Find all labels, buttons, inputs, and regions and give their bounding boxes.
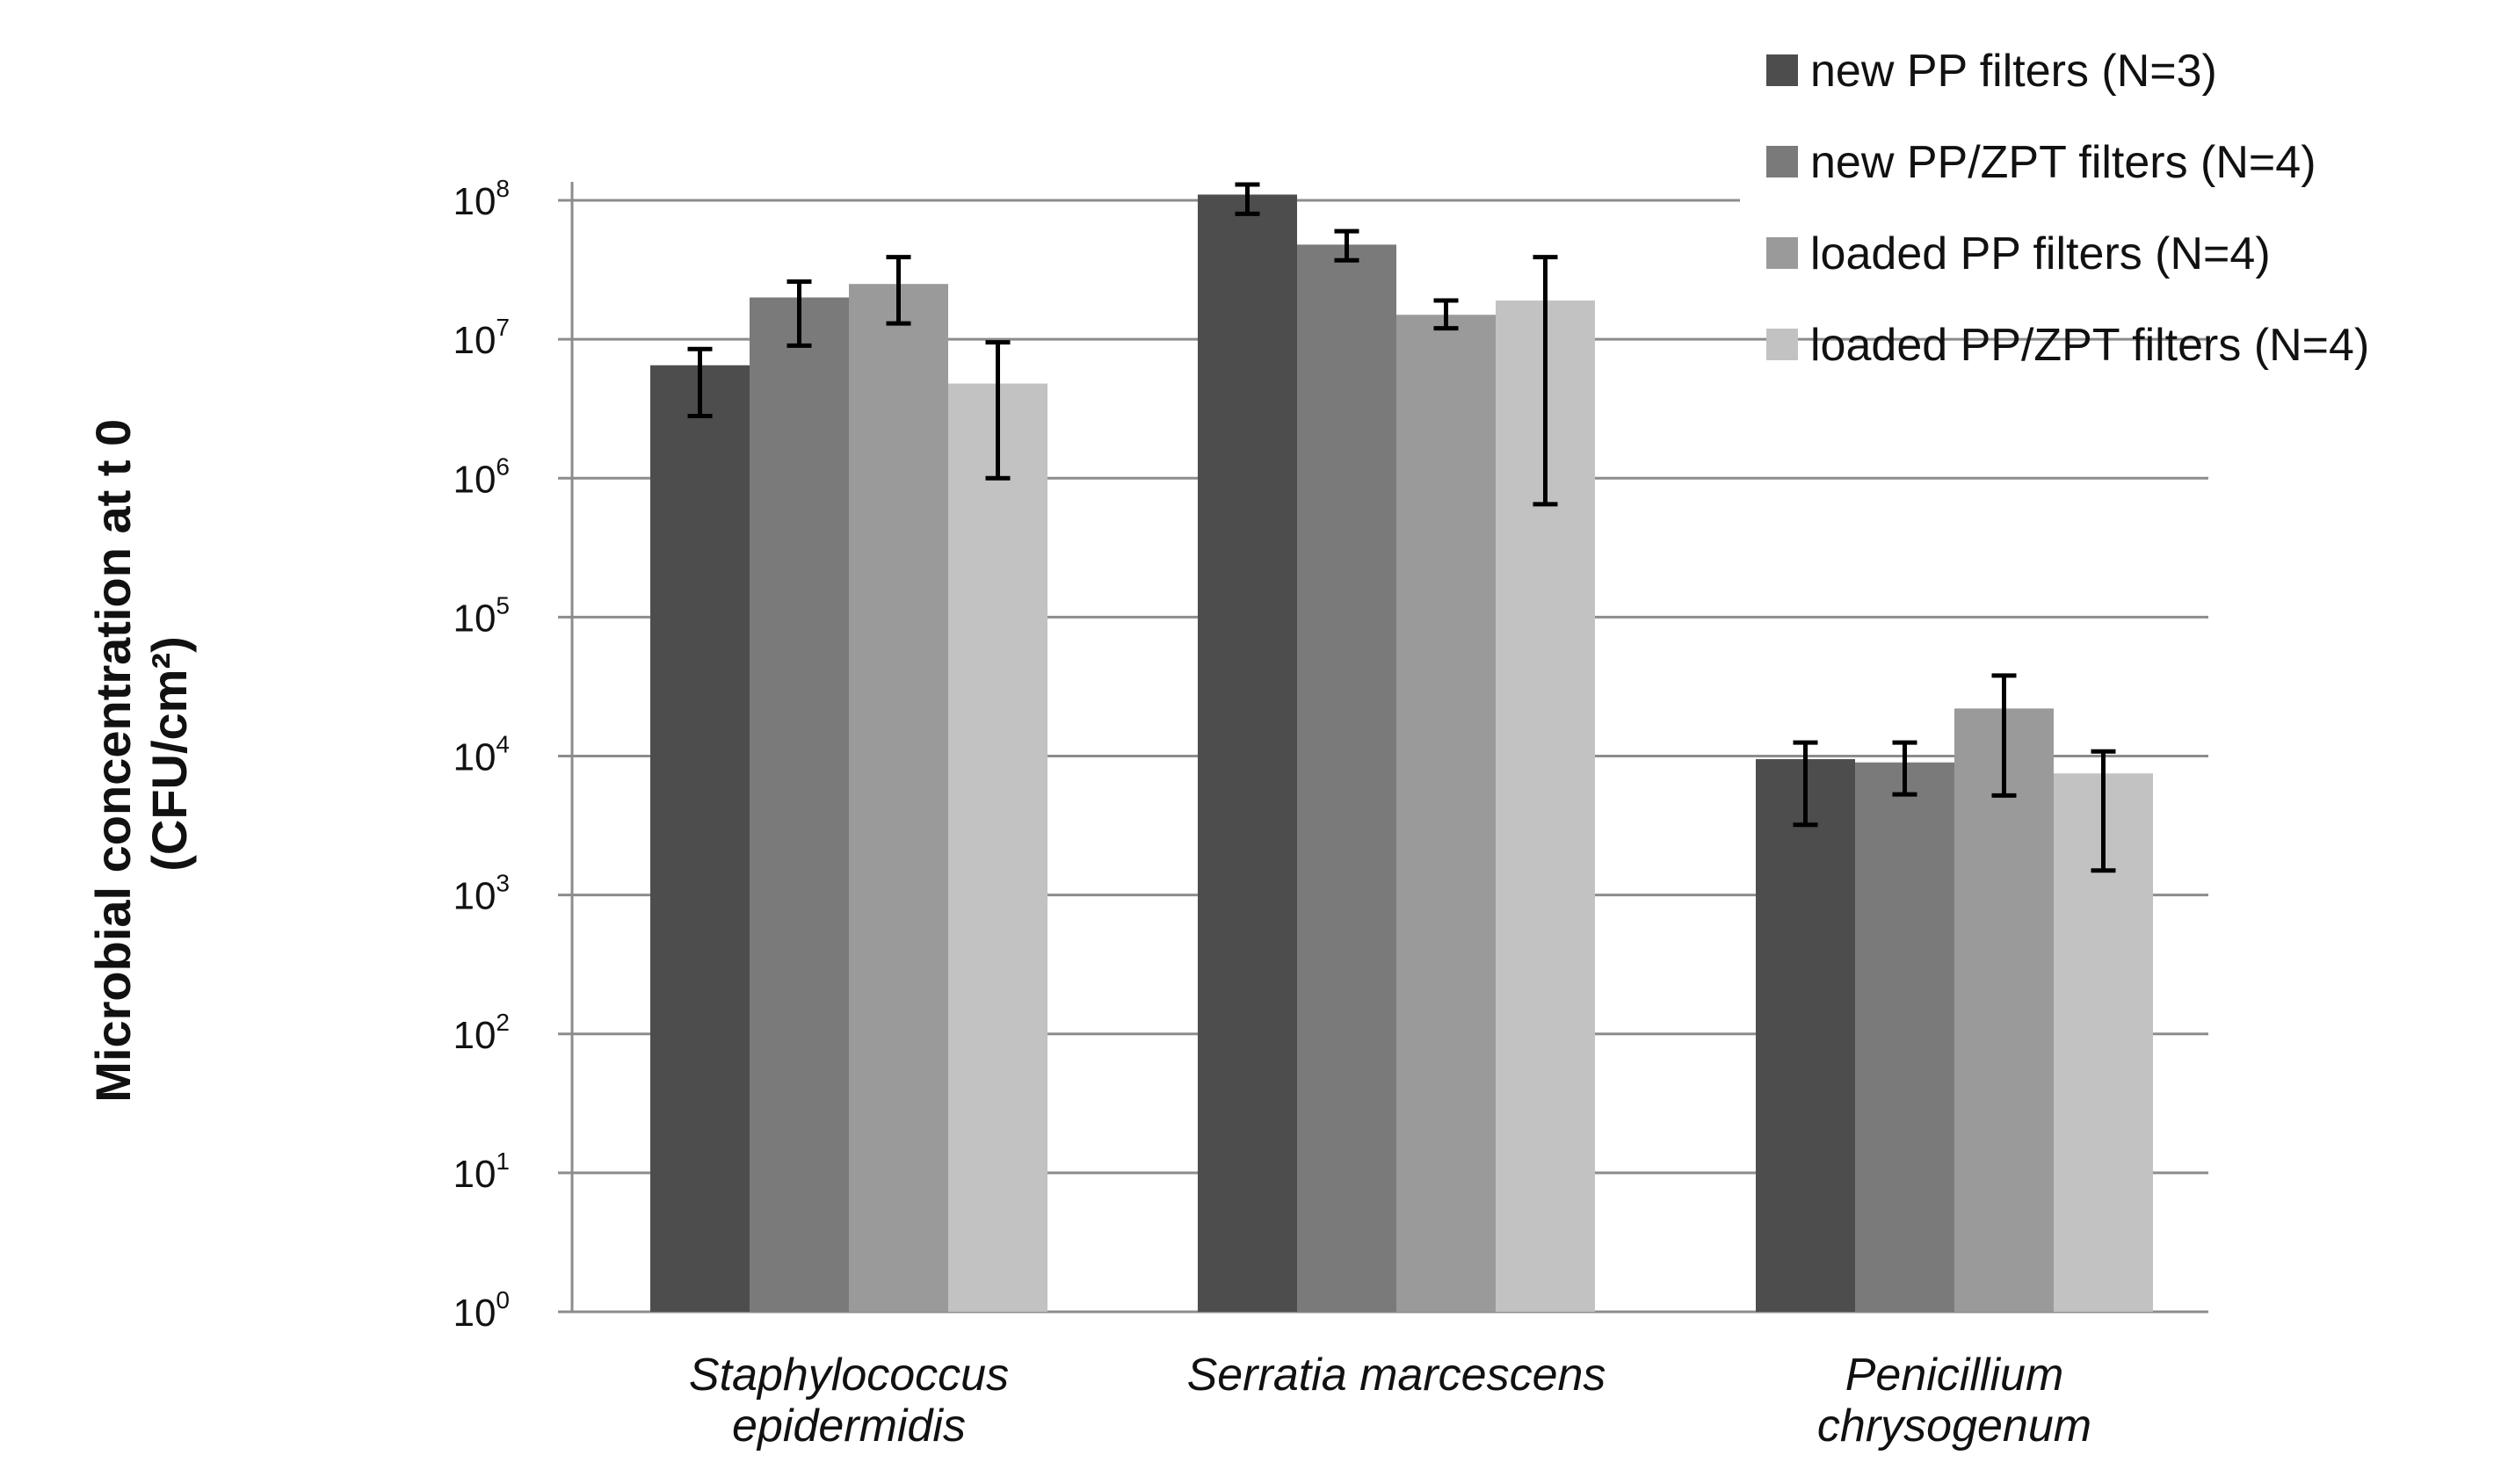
error-bar [1793, 740, 1818, 828]
legend: new PP filters (N=3) new PP/ZPT filters (… [1766, 46, 2369, 371]
error-bar [1892, 740, 1917, 797]
bar [1297, 244, 1396, 1313]
legend-label: loaded PP filters (N=4) [1810, 228, 2271, 279]
bar [750, 297, 849, 1312]
legend-item: loaded PP/ZPT filters (N=4) [1766, 320, 2369, 371]
y-axis-ticks: 108 107 106 105 104 103 102 101 100 [453, 175, 572, 1335]
error-bar [1235, 182, 1260, 216]
x-tick-label: Staphylococcus epidermidis [689, 1350, 1009, 1451]
legend-swatch [1766, 237, 1798, 269]
y-axis-label: Microbial concentration at t 0 (CFU/cm²) [85, 405, 197, 1102]
y-tick-label: 101 [453, 1147, 510, 1196]
legend-swatch [1766, 329, 1798, 360]
bar [650, 365, 750, 1313]
error-bar [786, 279, 812, 348]
bar [1855, 762, 1954, 1312]
error-bar [985, 340, 1011, 481]
bar [1756, 759, 1855, 1312]
y-tick-label: 106 [453, 452, 510, 501]
legend-item: new PP filters (N=3) [1766, 46, 2217, 97]
error-bar [1334, 228, 1359, 263]
error-bar [1533, 255, 1558, 507]
legend-swatch [1766, 54, 1798, 86]
legend-swatch [1766, 146, 1798, 177]
y-tick-label: 105 [453, 591, 510, 640]
y-tick-label: 107 [453, 314, 510, 362]
y-tick-label: 102 [453, 1009, 510, 1057]
error-bar [687, 346, 713, 419]
y-tick-label: 104 [453, 731, 510, 779]
error-bar [1433, 298, 1459, 331]
bar [1396, 315, 1496, 1313]
bar [1198, 194, 1297, 1312]
bar [1954, 708, 2054, 1312]
bar [948, 383, 1047, 1313]
y-tick-label: 103 [453, 870, 510, 918]
x-tick-label: Penicillium chrysogenum [1817, 1350, 2091, 1451]
bar [849, 284, 948, 1313]
error-bar [1991, 673, 2017, 798]
error-bars [687, 182, 2116, 873]
bars [650, 194, 2153, 1313]
legend-label: new PP filters (N=3) [1810, 46, 2217, 97]
y-tick-label: 108 [453, 175, 510, 223]
legend-label: new PP/ZPT filters (N=4) [1810, 137, 2316, 188]
legend-item: loaded PP filters (N=4) [1766, 228, 2271, 279]
legend-item: new PP/ZPT filters (N=4) [1766, 137, 2316, 188]
x-axis-ticks: Staphylococcus epidermidis Serratia marces… [689, 1350, 2091, 1451]
error-bar [2091, 749, 2116, 873]
y-tick-label: 100 [453, 1286, 510, 1335]
legend-label: loaded PP/ZPT filters (N=4) [1810, 320, 2369, 371]
error-bar [886, 255, 911, 326]
x-tick-label: Serratia marcescens [1187, 1350, 1606, 1401]
